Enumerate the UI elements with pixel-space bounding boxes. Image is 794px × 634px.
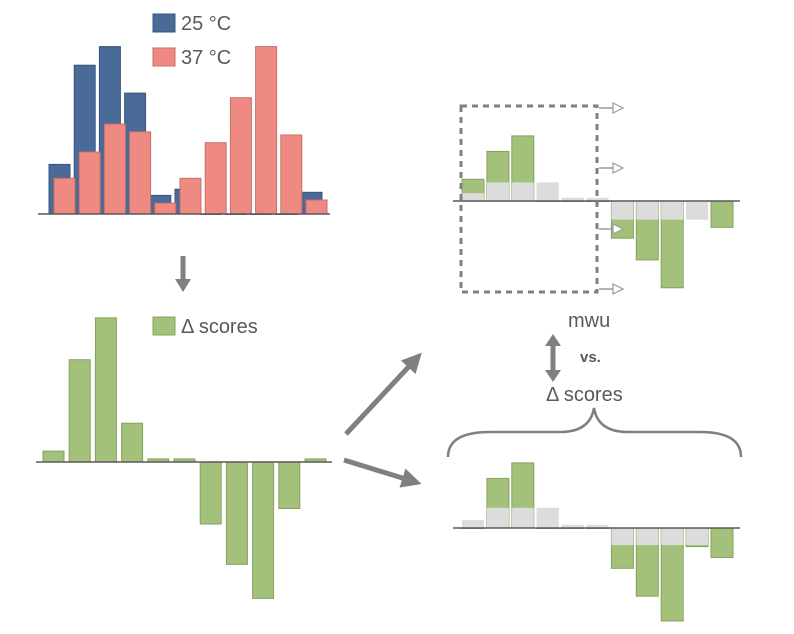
delta-panel-grey-overlay [462,520,484,528]
mwu-grey-overlay [511,182,534,201]
mwu-grey-overlay [611,201,634,220]
temperature-histogram: 25 °C 37 °C [38,13,330,215]
mwu-series [461,135,734,289]
sliding-window-box [459,104,599,294]
legend-label-25c: 25 °C [181,13,231,35]
histogram-bar-37c [229,97,252,215]
delta-panel-grey-overlay [661,528,684,546]
histogram-bar-37c [78,151,101,215]
mwu-panel: mwu [453,102,740,332]
histogram-bar-37c [154,202,177,215]
mwu-grey-overlay [462,193,484,201]
delta-score-bar [68,359,91,463]
delta-score-bar [252,461,275,599]
down-arrow-icon [175,256,191,292]
mwu-grey-overlay [536,182,559,201]
shift-arrow-icon [599,283,625,295]
delta-score-bar [121,422,144,463]
window-shift-arrows [599,102,625,295]
mwu-grey-overlay [486,182,509,201]
grouping-brace [446,407,743,458]
histogram-bar-37c [103,123,126,215]
delta-scores-series [42,317,327,599]
mwu-grey-overlay [661,201,684,220]
delta-scores-label: Δ scores [546,384,623,406]
delta-panel-grey-overlay [561,524,584,528]
delta-panel-grey-overlay [486,507,509,528]
histogram-bar-37c [305,199,328,215]
histogram-bar-37c [204,142,227,215]
delta-panel-grey-overlay [511,507,534,528]
arrow-to-mwu-icon [344,352,422,436]
histogram-bar-37c [280,134,303,215]
legend-swatch-37c [152,47,176,67]
legend-swatch-25c [152,13,176,33]
mwu-bar [710,200,734,228]
delta-panel-bar [710,527,734,558]
histogram-bar-37c [255,46,278,215]
delta-panel-grey-overlay [611,528,634,546]
shift-arrow-icon [599,162,625,174]
mwu-grey-overlay [561,197,584,201]
delta-panel-series [461,462,734,622]
legend-swatch-delta [152,316,176,336]
double-arrow-icon [545,334,561,382]
mwu-grey-overlay [636,201,659,220]
legend-label-37c: 37 °C [181,47,231,69]
histogram-bar-37c [179,177,202,215]
mwu-grey-overlay [586,197,609,201]
histogram-bar-37c [129,131,152,215]
delta-score-bar [278,461,301,509]
histogram-37c-series [53,46,328,215]
arrow-to-delta-icon [343,457,422,488]
delta-panel-grey-overlay [686,528,709,546]
delta-score-bar [94,317,117,463]
shift-arrow-icon [599,223,625,235]
legend-label-delta: Δ scores [181,316,258,338]
histogram-bar-37c [53,177,76,215]
delta-panel-grey-overlay [536,507,559,528]
delta-score-bar [42,450,65,463]
vs-label: vs. [580,349,601,366]
delta-panel-grey-overlay [636,528,659,546]
delta-scores-chart: Δ scores [36,316,332,599]
delta-panel-grey-overlay [586,524,609,528]
shift-arrow-icon [599,102,625,114]
delta-score-bar [199,461,222,525]
mwu-label: mwu [568,310,610,332]
delta-panel [453,462,740,622]
delta-score-bar [225,461,248,565]
mwu-grey-overlay [686,201,709,220]
